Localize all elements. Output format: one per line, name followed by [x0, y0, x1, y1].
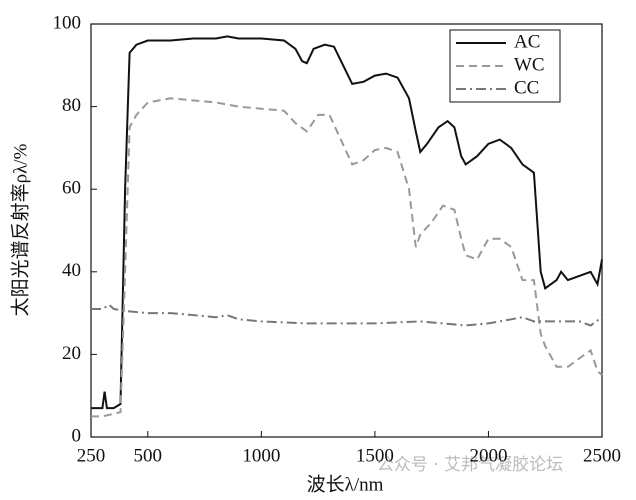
- legend-label: WC: [514, 54, 545, 75]
- watermark: 公众号 · 艾邦气凝胶论坛: [377, 455, 563, 475]
- x-tick-label: 250: [77, 445, 106, 466]
- legend-label: CC: [514, 77, 539, 98]
- series-line: [91, 97, 603, 418]
- x-tick-label: 2000: [469, 445, 507, 466]
- y-tick-label: 0: [72, 425, 82, 446]
- y-tick-label: 20: [62, 343, 81, 364]
- y-tick-label: 100: [53, 12, 82, 33]
- y-tick-label: 60: [62, 178, 81, 199]
- y-axis-label: 太阳光谱反射率ρλ/%: [9, 143, 31, 316]
- y-tick-label: 40: [62, 260, 81, 281]
- x-tick-label: 2500: [583, 445, 621, 466]
- x-axis-label: 波长λ/nm: [307, 473, 384, 495]
- x-tick-label: 1000: [242, 445, 280, 466]
- legend-label: AC: [514, 31, 540, 52]
- x-tick-label: 1500: [356, 445, 394, 466]
- series-line: [91, 35, 603, 410]
- y-tick-label: 80: [62, 95, 81, 116]
- x-tick-label: 500: [134, 445, 163, 466]
- plot-frame: [90, 23, 603, 438]
- series-line: [91, 303, 603, 327]
